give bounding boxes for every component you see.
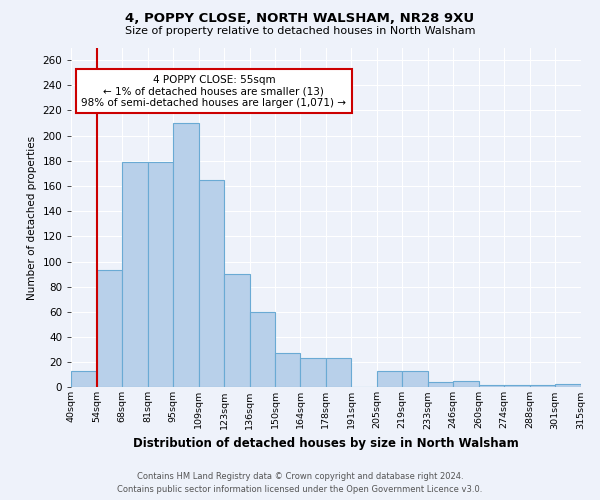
Bar [301, 358, 326, 388]
Text: 4, POPPY CLOSE, NORTH WALSHAM, NR28 9XU: 4, POPPY CLOSE, NORTH WALSHAM, NR28 9XU [125, 12, 475, 26]
Bar [402, 371, 428, 388]
Bar [479, 385, 504, 388]
Bar [428, 382, 453, 388]
Text: Contains HM Land Registry data © Crown copyright and database right 2024.
Contai: Contains HM Land Registry data © Crown c… [118, 472, 482, 494]
Y-axis label: Number of detached properties: Number of detached properties [27, 136, 37, 300]
Bar [504, 385, 530, 388]
Bar [555, 384, 581, 388]
Bar [326, 358, 352, 388]
Bar [250, 312, 275, 388]
Text: 4 POPPY CLOSE: 55sqm
← 1% of detached houses are smaller (13)
98% of semi-detach: 4 POPPY CLOSE: 55sqm ← 1% of detached ho… [82, 74, 346, 108]
Bar [122, 162, 148, 388]
Bar [275, 354, 301, 388]
Bar [199, 180, 224, 388]
X-axis label: Distribution of detached houses by size in North Walsham: Distribution of detached houses by size … [133, 437, 519, 450]
Bar [97, 270, 122, 388]
Bar [377, 371, 402, 388]
Text: Size of property relative to detached houses in North Walsham: Size of property relative to detached ho… [125, 26, 475, 36]
Bar [148, 162, 173, 388]
Bar [530, 385, 555, 388]
Bar [224, 274, 250, 388]
Bar [71, 371, 97, 388]
Bar [453, 381, 479, 388]
Bar [173, 123, 199, 388]
